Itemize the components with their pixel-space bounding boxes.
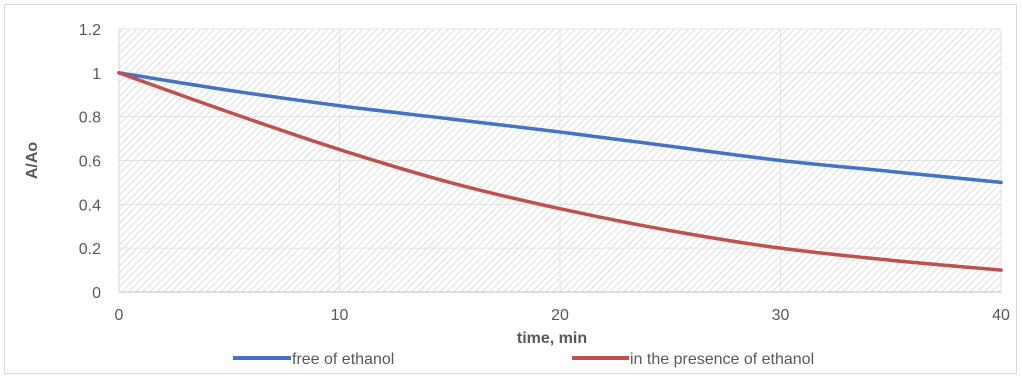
y-tick-label: 0.8 bbox=[79, 110, 101, 127]
tick-labels: 0 10 20 30 40 0 0.2 0.4 0.6 0.8 1 1.2 bbox=[79, 22, 1010, 324]
gridlines bbox=[118, 28, 1002, 293]
series-line-presence-of-ethanol bbox=[117, 71, 1003, 272]
legend: free of ethanol in the presence of ethan… bbox=[233, 351, 814, 368]
y-tick-label: 1 bbox=[92, 66, 101, 83]
y-axis-title: A/Ao bbox=[24, 142, 41, 180]
x-tick-label: 30 bbox=[772, 307, 790, 324]
y-tick-label: 0.6 bbox=[79, 154, 101, 171]
x-tick-label: 20 bbox=[551, 307, 569, 324]
x-tick-label: 0 bbox=[115, 307, 124, 324]
x-tick-label: 10 bbox=[331, 307, 349, 324]
series-line-free-of-ethanol bbox=[117, 71, 1003, 185]
series-lines bbox=[117, 71, 1003, 272]
y-tick-label: 1.2 bbox=[79, 22, 101, 39]
legend-label-presence-of-ethanol: in the presence of ethanol bbox=[630, 351, 814, 368]
y-tick-label: 0.2 bbox=[79, 241, 101, 258]
chart-container: 0 10 20 30 40 0 0.2 0.4 0.6 0.8 1 1.2 A/Ao time, mi… bbox=[4, 4, 1017, 374]
x-tick-label: 40 bbox=[992, 307, 1010, 324]
line-chart: 0 10 20 30 40 0 0.2 0.4 0.6 0.8 1 1.2 A/Ao time, mi… bbox=[24, 22, 1010, 368]
x-axis-title: time, min bbox=[517, 330, 587, 347]
y-tick-label: 0 bbox=[92, 285, 101, 302]
y-tick-label: 0.4 bbox=[79, 197, 101, 214]
legend-label-free-of-ethanol: free of ethanol bbox=[292, 351, 394, 368]
